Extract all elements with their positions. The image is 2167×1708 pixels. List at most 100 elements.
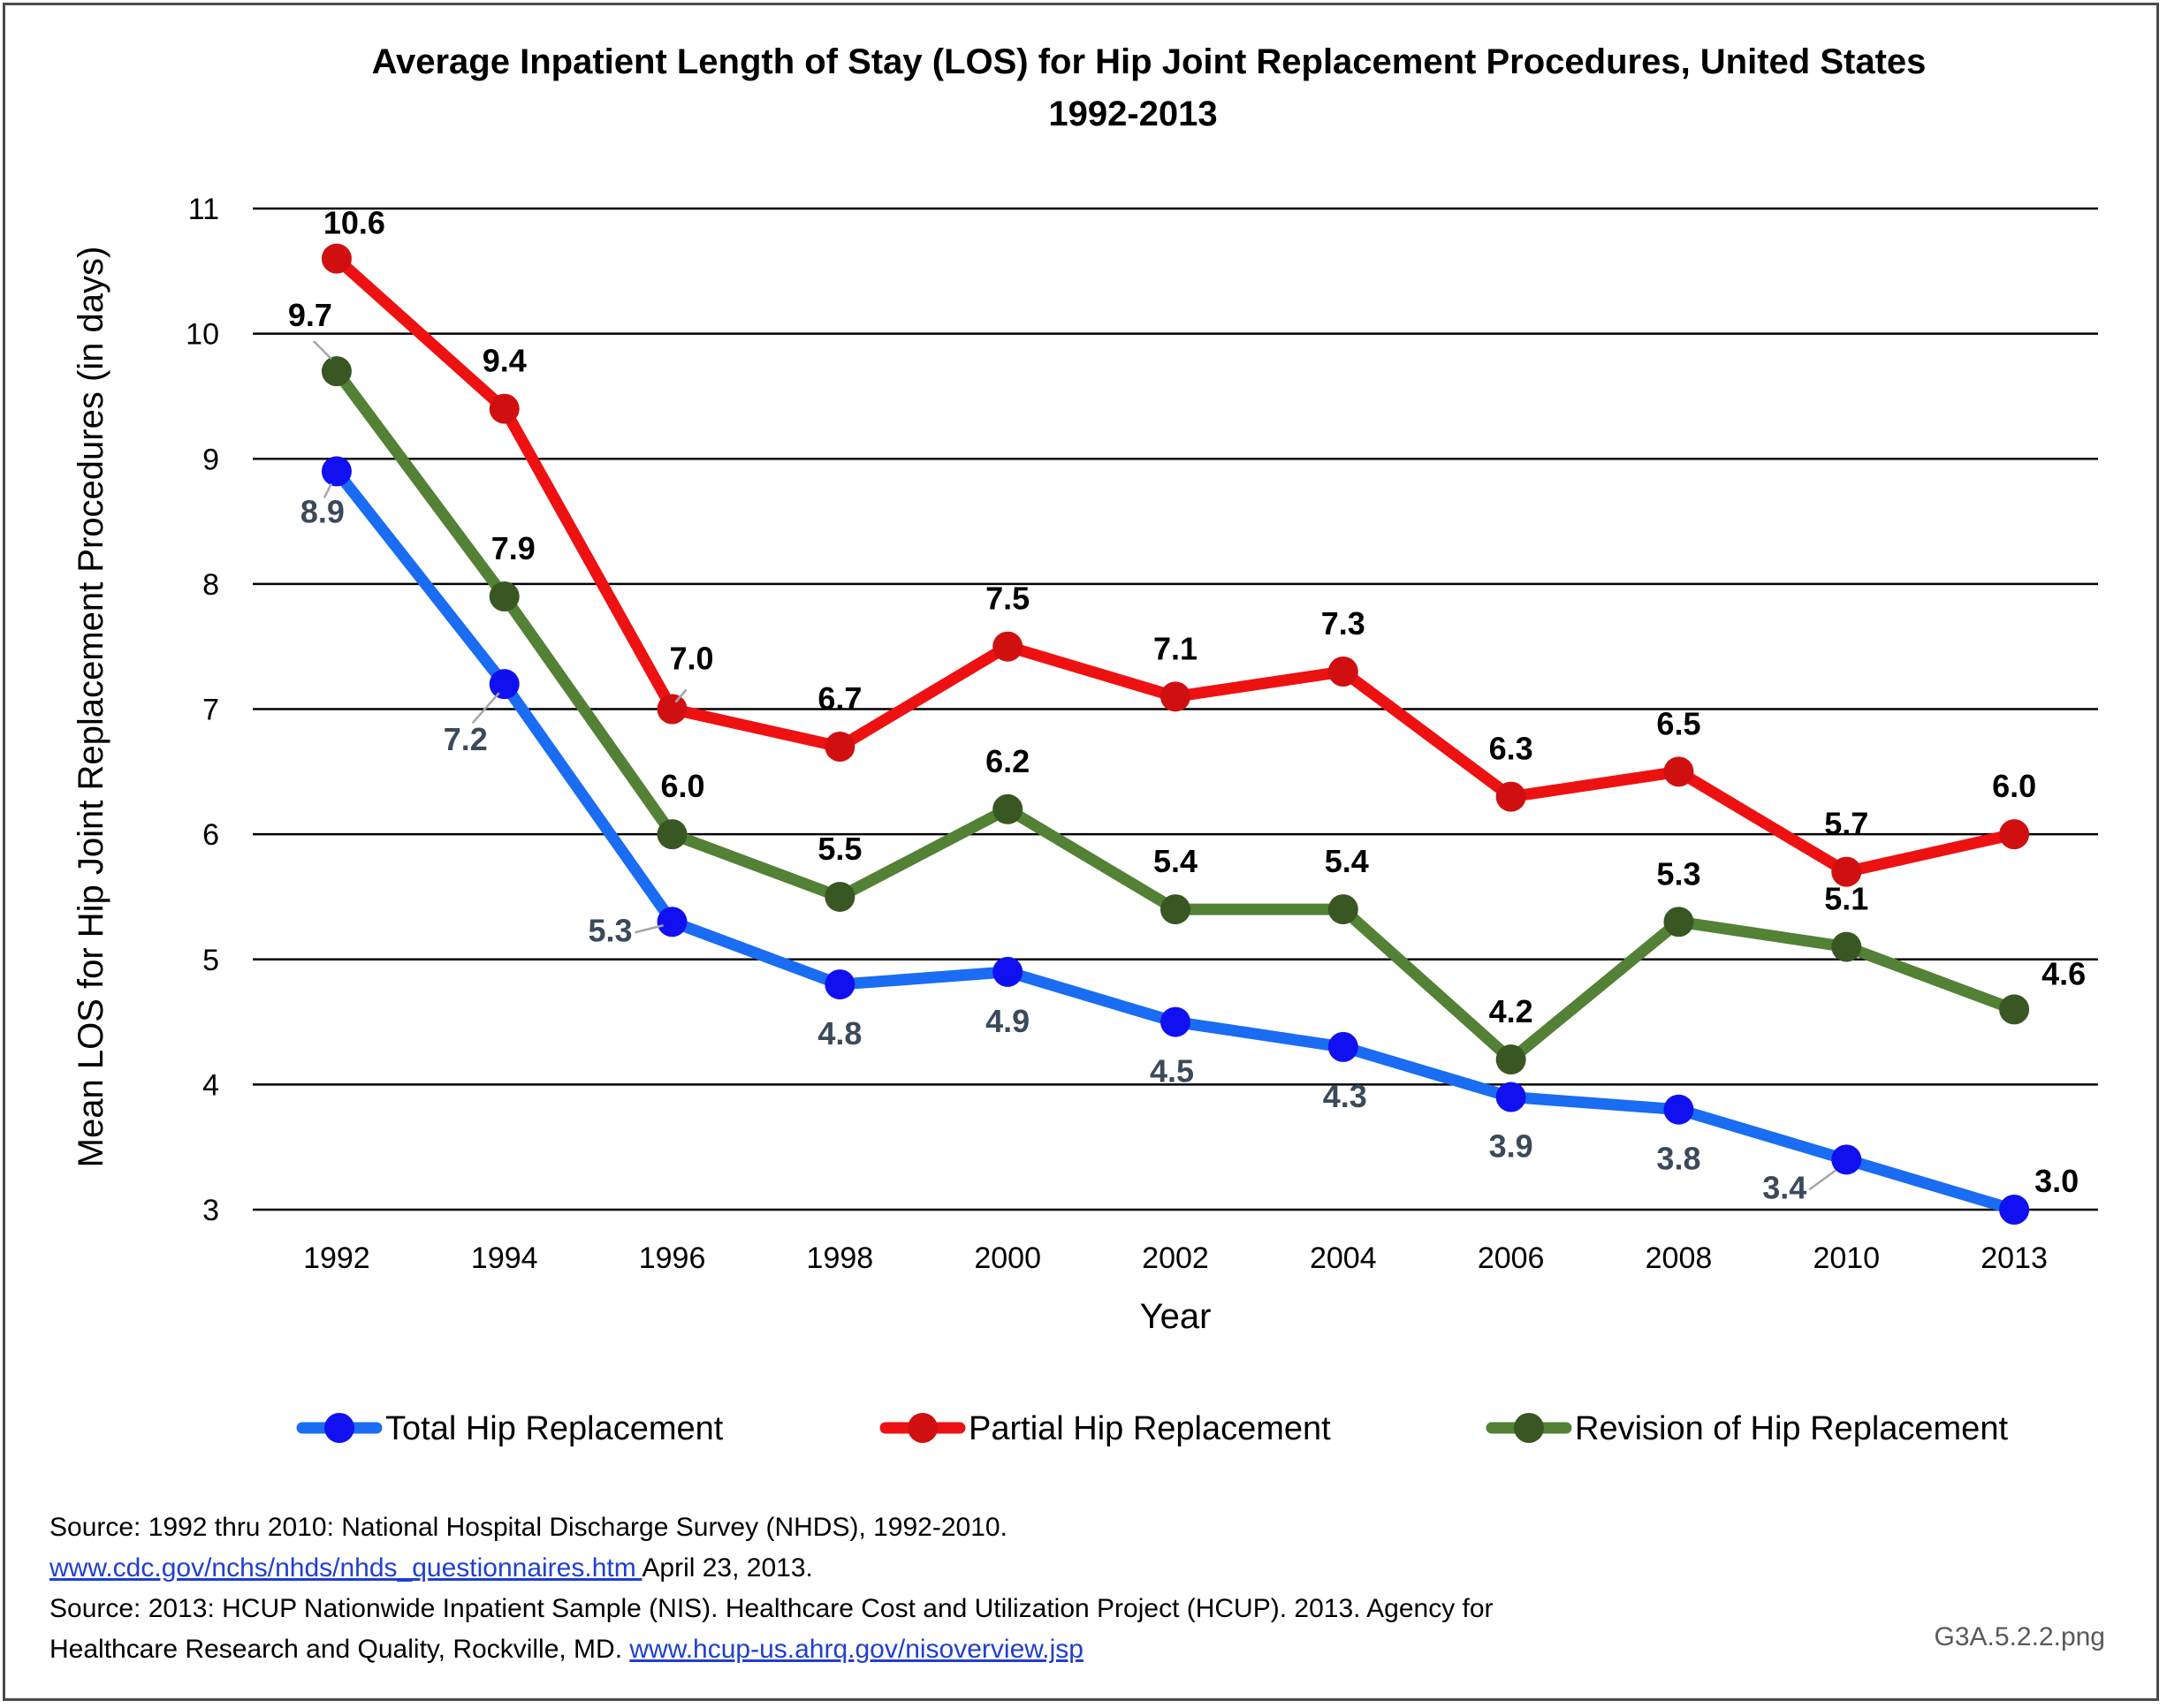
data-point xyxy=(657,907,688,938)
data-label: 9.4 xyxy=(483,343,527,379)
data-point xyxy=(1495,1044,1526,1075)
y-tick-11: 11 xyxy=(188,193,219,226)
x-tick-2010: 2010 xyxy=(1813,1241,1880,1275)
data-label: 6.7 xyxy=(817,680,862,717)
y-axis-title: Mean LOS for Hip Joint Replacement Proce… xyxy=(72,247,110,1168)
x-tick-1996: 1996 xyxy=(639,1241,706,1275)
data-point xyxy=(1495,781,1526,812)
y-tick-6: 6 xyxy=(202,818,219,852)
nhds-link[interactable]: www.cdc.gov/nchs/nhds/nhds_questionnaire… xyxy=(49,1553,642,1583)
data-label: 7.2 xyxy=(444,721,488,757)
data-point xyxy=(321,456,352,487)
data-point xyxy=(489,669,520,700)
y-tick-4: 4 xyxy=(202,1068,219,1102)
data-point xyxy=(1663,1094,1694,1125)
data-label: 5.1 xyxy=(1824,881,1868,917)
data-point xyxy=(992,956,1023,987)
legend-item-partial-hip-replacement: Partial Hip Replacement xyxy=(879,1410,1331,1447)
x-tick-2008: 2008 xyxy=(1646,1241,1713,1275)
data-label: 6.2 xyxy=(985,743,1030,779)
y-tick-7: 7 xyxy=(202,694,219,727)
chart-title-line-1: Average Inpatient Length of Stay (LOS) f… xyxy=(372,42,1927,81)
x-tick-1992: 1992 xyxy=(303,1241,370,1275)
series-line xyxy=(331,465,2020,1216)
y-tick-8: 8 xyxy=(202,568,219,602)
data-label: 4.6 xyxy=(2042,955,2086,991)
data-point xyxy=(657,694,688,725)
data-point xyxy=(321,243,352,274)
leader-line xyxy=(313,340,332,360)
series-partial-hip-replacement xyxy=(321,243,2030,887)
data-label: 4.2 xyxy=(1489,993,1533,1029)
hcup-link[interactable]: www.hcup-us.ahrq.gov/nisoverview.jsp xyxy=(629,1635,1084,1664)
series-line xyxy=(331,365,2020,1066)
legend-item-revision-of-hip-replacement: Revision of Hip Replacement xyxy=(1486,1410,2008,1447)
data-point xyxy=(1327,657,1358,687)
x-tick-1998: 1998 xyxy=(807,1241,874,1275)
y-axis-ticks: 3 4 5 6 7 8 9 10 11 xyxy=(186,193,219,1227)
data-label: 5.5 xyxy=(817,831,862,867)
series-line xyxy=(331,253,2020,878)
data-point xyxy=(1831,931,1862,962)
series-revision-of-hip-replacement xyxy=(321,356,2030,1075)
image-filename: G3A.5.2.2.png xyxy=(1934,1622,2105,1651)
data-point xyxy=(825,881,855,912)
legend-label: Revision of Hip Replacement xyxy=(1575,1410,2008,1447)
source-line-4: Healthcare Research and Quality, Rockvil… xyxy=(49,1629,1084,1670)
data-point xyxy=(1999,994,2030,1025)
data-label: 3.9 xyxy=(1489,1128,1533,1165)
series-lines xyxy=(321,243,2030,1225)
legend: Total Hip Replacement Partial Hip Replace… xyxy=(296,1410,2008,1447)
data-point xyxy=(1160,681,1190,712)
data-label: 9.7 xyxy=(288,297,332,333)
source-date: April 23, 2013. xyxy=(642,1553,813,1583)
data-point xyxy=(1831,856,1862,887)
data-point xyxy=(992,793,1023,824)
data-label: 5.3 xyxy=(589,912,633,948)
data-label: 6.0 xyxy=(661,768,705,804)
data-point xyxy=(1160,1006,1190,1037)
chart-title-line-2: 1992-2013 xyxy=(1048,95,1217,133)
data-label: 4.3 xyxy=(1323,1078,1367,1114)
data-point xyxy=(1663,907,1694,938)
data-point xyxy=(1327,894,1358,925)
leader-line xyxy=(471,692,500,725)
data-point xyxy=(1831,1144,1862,1175)
source-line-1: Source: 1992 thru 2010: National Hospita… xyxy=(49,1513,1007,1542)
x-tick-2002: 2002 xyxy=(1142,1241,1209,1275)
x-tick-1994: 1994 xyxy=(471,1241,538,1275)
y-tick-3: 3 xyxy=(202,1194,219,1227)
legend-swatch-marker xyxy=(1514,1413,1544,1443)
data-point xyxy=(489,581,520,612)
leader-line xyxy=(635,924,664,934)
data-label: 5.4 xyxy=(1325,843,1369,879)
leader-line xyxy=(674,688,688,703)
data-point xyxy=(657,819,688,850)
legend-label: Partial Hip Replacement xyxy=(969,1410,1331,1447)
legend-item-total-hip-replacement: Total Hip Replacement xyxy=(296,1410,724,1447)
chart-frame xyxy=(3,3,2159,1701)
legend-swatch-marker xyxy=(908,1413,938,1443)
data-point xyxy=(489,393,520,424)
x-axis-title: Year xyxy=(1140,1297,1212,1336)
data-point xyxy=(1327,1031,1358,1062)
series-total-hip-replacement xyxy=(321,456,2030,1225)
x-tick-2000: 2000 xyxy=(974,1241,1041,1275)
data-label: 6.0 xyxy=(1992,768,2036,804)
x-tick-2004: 2004 xyxy=(1310,1241,1377,1275)
data-point xyxy=(1663,756,1694,787)
y-tick-9: 9 xyxy=(202,443,219,476)
data-label: 6.5 xyxy=(1656,705,1700,741)
data-point xyxy=(1999,819,2030,850)
source-line-3: Source: 2013: HCUP Nationwide Inpatient … xyxy=(49,1594,1494,1623)
data-label: 3.4 xyxy=(1762,1169,1806,1205)
data-label: 7.3 xyxy=(1321,605,1365,641)
legend-label: Total Hip Replacement xyxy=(385,1410,724,1447)
x-axis-ticks: 1992 1994 1996 1998 2000 2002 2004 2006 2008 2010… xyxy=(303,1241,2048,1275)
data-point xyxy=(321,356,352,387)
data-point xyxy=(825,731,855,762)
source-line-2: www.cdc.gov/nchs/nhds/nhds_questionnaire… xyxy=(49,1548,813,1589)
data-label: 3.0 xyxy=(2034,1163,2079,1199)
data-point xyxy=(1495,1082,1526,1112)
